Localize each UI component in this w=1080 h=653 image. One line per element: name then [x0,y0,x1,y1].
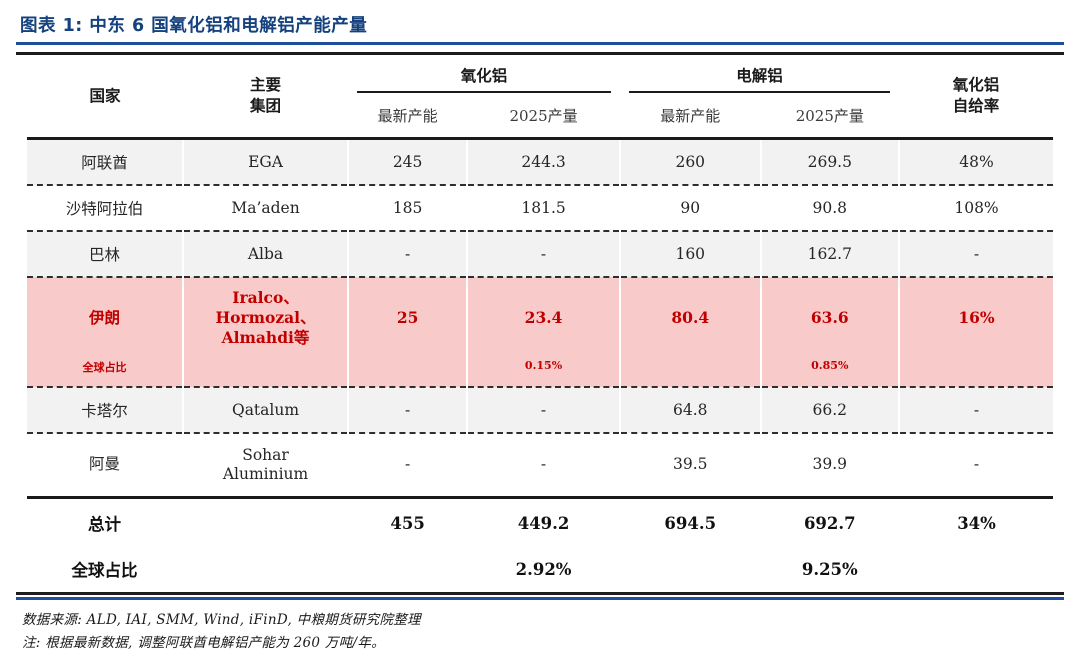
alumina-group-underline [357,91,611,93]
cell-aluminum-production: 162.7 [759,230,900,277]
table-row-qatar: 卡塔尔 Qatalum - - 64.8 66.2 - [27,386,1053,433]
cell-group: Qatalum [181,386,349,433]
cell-alumina-capacity: - [347,386,468,433]
table-top-border [16,52,1064,55]
title-rule [16,42,1064,45]
total-alumina-capacity: 455 [347,496,468,547]
bottom-blue-rule [16,596,1064,600]
cell-aluminum-production: 39.9 [759,432,900,498]
cell-country: 阿曼 [27,432,183,498]
cell-aluminum-capacity: 90 [618,184,761,231]
cell-self-sufficiency: - [898,432,1053,498]
cell-alumina-capacity: 25 [347,276,468,387]
header-aluminum-group: 电解铝 [620,55,899,93]
cell-aluminum-capacity: 160 [618,230,761,277]
data-source-note: 数据来源: ALD, IAI, SMM, Wind, iFinD, 中粮期货研究… [22,612,421,628]
cell-self-sufficiency: - [898,230,1053,277]
table-row-uae: 阿联酋 EGA 245 244.3 260 269.5 48% [27,138,1053,185]
table-row-total: 总计 455 449.2 694.5 692.7 34% [27,496,1053,547]
cell-aluminum-production: 90.8 [759,184,900,231]
cell-alumina-production: - [466,432,620,498]
cell-aluminum-production: 269.5 [759,138,900,185]
header-self-sufficiency: 氧化铝 自给率 [899,55,1053,140]
cell-aluminum-capacity: 39.5 [618,432,761,498]
iran-group-label: Iralco、 Hormozal、 Almahdi等 [215,287,316,348]
header-alumina-group-label: 氧化铝 [460,66,508,85]
cell-country: 沙特阿拉伯 [27,184,183,231]
cell-group: EGA [181,138,349,185]
table-bottom-border [16,592,1064,595]
cell-aluminum-capacity: 64.8 [618,386,761,433]
total-aluminum-capacity: 694.5 [618,496,761,547]
table-row-oman: 阿曼 Sohar Aluminium - - 39.5 39.9 - [27,432,1053,498]
cell-alumina-capacity: 185 [347,184,468,231]
table-row-iran-highlighted: 伊朗 全球占比 Iralco、 Hormozal、 Almahdi等 25 [27,276,1053,387]
cell-alumina-production: - [466,386,620,433]
table-row-saudi: 沙特阿拉伯 Ma’aden 185 181.5 90 90.8 108% [27,184,1053,231]
cell-country: 卡塔尔 [27,386,183,433]
cell-country: 阿联酋 [27,138,183,185]
total-alumina-production: 449.2 [466,496,620,547]
header-aluminum-group-label: 电解铝 [736,66,783,85]
header-alumina-capacity: 最新产能 [348,93,468,140]
global-share-aluminum-production: 9.25% [759,547,900,591]
table-header: 国家 主要 集团 氧化铝 电解铝 氧化铝 自给率 最新产能 2025产量 最新产能 … [27,55,1053,140]
header-group-row: 国家 主要 集团 氧化铝 电解铝 氧化铝 自给率 [27,55,1053,140]
iran-alumina-share: 0.15% [524,359,563,372]
total-aluminum-production: 692.7 [759,496,900,547]
header-main-group: 主要 集团 [182,55,349,140]
table-row-bahrain: 巴林 Alba - - 160 162.7 - [27,230,1053,277]
header-alumina-production: 2025产量 [467,93,620,140]
cell-alumina-capacity: - [347,432,468,498]
cell-self-sufficiency: 48% [898,138,1053,185]
footnotes: 数据来源: ALD, IAI, SMM, Wind, iFinD, 中粮期货研究… [16,600,1064,653]
cell-alumina-production: 23.4 0.15% [466,276,620,387]
cell-alumina-capacity: - [347,230,468,277]
global-share-label: 全球占比 [71,561,138,580]
cell-country: 伊朗 全球占比 [27,276,183,387]
cell-alumina-capacity: 245 [347,138,468,185]
cell-self-sufficiency: - [898,386,1053,433]
cell-aluminum-capacity: 260 [618,138,761,185]
capacity-production-table: 国家 主要 集团 氧化铝 电解铝 氧化铝 自给率 最新产能 2025产量 最新产能 … [27,55,1053,591]
figure-title: 图表 1: 中东 6 国氧化铝和电解铝产能产量 [20,16,368,36]
aluminum-group-underline [628,91,891,93]
cell-aluminum-production: 63.6 0.85% [759,276,900,387]
header-aluminum-capacity: 最新产能 [619,93,761,140]
cell-self-sufficiency: 16% [898,276,1053,387]
cell-aluminum-capacity: 80.4 [618,276,761,387]
global-share-alumina-production: 2.92% [466,547,620,591]
cell-self-sufficiency: 108% [898,184,1053,231]
cell-alumina-production: 244.3 [466,138,620,185]
header-alumina-group: 氧化铝 [348,55,620,93]
header-sub-row: 最新产能 2025产量 最新产能 2025产量 [27,93,1053,140]
cell-group: Alba [181,230,349,277]
cell-aluminum-production: 66.2 [759,386,900,433]
iran-country-label: 伊朗 [88,307,120,327]
total-self-sufficiency: 34% [898,496,1053,547]
cell-group: Ma’aden [181,184,349,231]
cell-group: Sohar Aluminium [181,432,349,498]
header-country: 国家 [27,55,183,140]
cell-group: Iralco、 Hormozal、 Almahdi等 [181,276,349,387]
cell-alumina-production: 181.5 [466,184,620,231]
cell-country: 巴林 [27,230,183,277]
total-label: 总计 [27,496,183,547]
iran-aluminum-share: 0.85% [811,359,849,372]
cell-alumina-production: - [466,230,620,277]
header-aluminum-production: 2025产量 [760,93,900,140]
iran-global-share-label: 全球占比 [82,361,127,374]
table-row-global-share: 全球占比 2.92% 9.25% [27,547,1053,591]
